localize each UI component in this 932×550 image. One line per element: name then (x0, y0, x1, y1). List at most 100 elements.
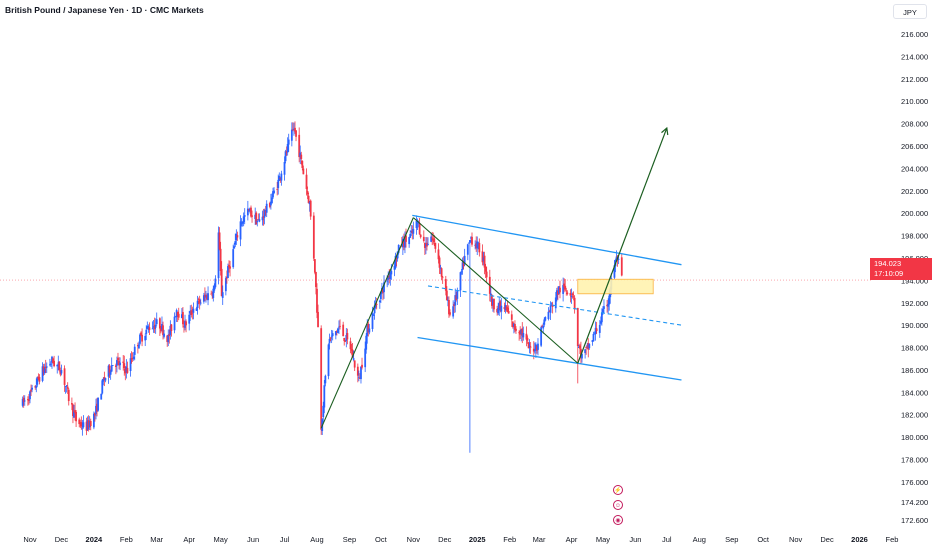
flag-pole-line (320, 217, 414, 429)
candle-body (265, 203, 268, 213)
candle-body (512, 323, 515, 327)
candle-body (220, 268, 223, 297)
candle-body (75, 411, 77, 422)
candle-body (167, 335, 170, 343)
candle-body (284, 151, 287, 162)
candle-body (246, 208, 249, 216)
candle-body (177, 313, 180, 318)
x-tick-label: Feb (120, 535, 133, 544)
candle-body (42, 366, 45, 373)
candle-body (210, 293, 213, 295)
candle-body (271, 197, 273, 204)
y-tick-label: 192.000 (901, 299, 928, 308)
candle-body (205, 295, 207, 298)
candle-body (65, 385, 68, 387)
smiley-event-icon[interactable]: ☺ (613, 500, 623, 510)
candle-body (323, 385, 326, 408)
candle-body (147, 326, 150, 329)
candle-body (248, 209, 250, 210)
candle-body (430, 236, 433, 242)
candle-body (452, 306, 455, 317)
candle-body (52, 358, 54, 364)
candle-body (125, 366, 128, 373)
candle-body (351, 349, 354, 358)
candle-body (490, 294, 493, 306)
candle-body (529, 346, 532, 348)
currency-label[interactable]: JPY (893, 4, 927, 19)
x-tick-label: Feb (886, 535, 899, 544)
candle-body (425, 244, 427, 247)
candle-body (313, 259, 316, 273)
candle-body (101, 380, 104, 394)
candle-body (126, 367, 129, 373)
resistance-zone (577, 278, 654, 295)
candle-body (441, 276, 444, 278)
candle-body (315, 272, 317, 288)
candle-body (224, 278, 227, 292)
candle-body (141, 334, 143, 342)
channel-middle-line (427, 285, 682, 326)
candle-body (434, 242, 437, 249)
candle-body (278, 176, 281, 181)
candle-body (133, 346, 136, 355)
candle-body (285, 151, 288, 153)
candle-body (312, 215, 315, 259)
lightning-event-icon[interactable]: ⚡ (613, 485, 623, 495)
candle-body (580, 348, 582, 358)
candle-body (308, 202, 311, 205)
candle-body (174, 316, 177, 318)
candle-body (219, 248, 222, 271)
candle-body (476, 241, 479, 249)
candle-body (63, 368, 66, 385)
candle-body (386, 280, 389, 282)
candle-body (273, 190, 275, 194)
channel-lower-line (417, 336, 682, 381)
candle-body (166, 335, 169, 342)
candle-body (78, 419, 81, 425)
candle-body (268, 203, 271, 207)
candle-body (492, 298, 494, 306)
candle-body (136, 345, 139, 347)
candle-body (116, 360, 118, 366)
candle-body (261, 216, 264, 221)
candle-body (438, 257, 441, 268)
candle-body (44, 366, 47, 369)
dividend-event-icon[interactable]: ◉ (613, 515, 623, 525)
candle-body (371, 313, 374, 329)
candle-body (571, 293, 574, 295)
candle-body (388, 275, 391, 278)
candle-body (514, 323, 516, 331)
y-tick-label: 202.000 (901, 187, 928, 196)
candle-body (277, 179, 280, 189)
candle-body (520, 329, 523, 335)
candle-body (146, 326, 149, 329)
y-tick-label: 186.000 (901, 366, 928, 375)
candle-body (511, 321, 514, 327)
candle-body (170, 324, 173, 331)
candle-body (109, 371, 112, 375)
candle-body (449, 312, 451, 315)
candle-body (382, 289, 384, 293)
chart-title: British Pound / Japanese Yen · 1D · CMC … (5, 5, 204, 15)
candle-body (250, 207, 252, 217)
candle-body (213, 285, 216, 291)
candle-body (379, 291, 382, 300)
candle-body (74, 410, 76, 414)
candle-body (176, 311, 179, 316)
candle-body (66, 386, 69, 389)
candle-body (86, 420, 89, 430)
candle-body (189, 311, 192, 314)
candle-body (198, 299, 201, 304)
candle-body (455, 295, 458, 300)
candle-body (591, 340, 594, 342)
candle-body (432, 238, 435, 241)
candle-body (408, 237, 411, 245)
candle-body (227, 266, 229, 279)
candle-body (461, 262, 464, 271)
candle-body (373, 305, 376, 314)
candle-body (577, 346, 580, 348)
candle-body (257, 219, 260, 221)
candle-body (533, 350, 536, 351)
candle-body (240, 222, 243, 224)
